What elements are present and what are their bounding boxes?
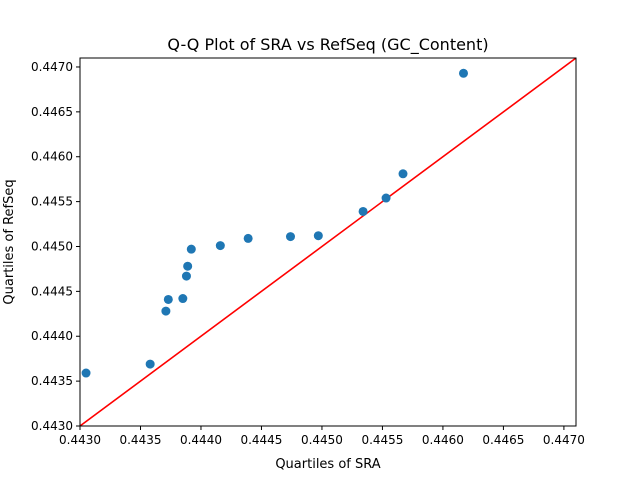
data-point (358, 206, 368, 216)
y-tick-label: 0.4450 (31, 239, 73, 253)
data-point (181, 271, 191, 281)
x-tick-label: 0.4465 (482, 433, 524, 447)
data-point (81, 368, 91, 378)
data-point (313, 231, 323, 241)
x-tick-label: 0.4435 (119, 433, 161, 447)
y-tick-label: 0.4445 (31, 284, 73, 298)
y-tick-label: 0.4460 (31, 150, 73, 164)
data-point (215, 241, 225, 251)
x-tick-label: 0.4470 (543, 433, 585, 447)
y-tick-label: 0.4430 (31, 419, 73, 433)
x-tick-label: 0.4430 (59, 433, 101, 447)
x-axis-label: Quartiles of SRA (275, 457, 380, 472)
y-tick-label: 0.4440 (31, 329, 73, 343)
x-tick-label: 0.4450 (301, 433, 343, 447)
data-point (398, 169, 408, 179)
x-tick-label: 0.4445 (240, 433, 282, 447)
x-tick-label: 0.4460 (422, 433, 464, 447)
reference-line (80, 58, 576, 426)
y-tick-label: 0.4455 (31, 195, 73, 209)
data-point (178, 294, 188, 304)
plot-area: 0.4430 0.4435 0.4440 0.4445 0.4450 0.4455 0.44… (31, 58, 585, 447)
data-point (163, 294, 173, 304)
data-point (161, 306, 171, 316)
plot-frame (79, 57, 577, 427)
data-point (458, 68, 468, 78)
data-point (183, 261, 193, 271)
x-tick-label: 0.4440 (180, 433, 222, 447)
y-axis-label: Quartiles of RefSeq (2, 179, 17, 304)
data-point (145, 359, 155, 369)
chart-title: Q-Q Plot of SRA vs RefSeq (GC_Content) (167, 35, 488, 55)
data-point (243, 233, 253, 243)
data-point (186, 244, 196, 254)
data-point (381, 193, 391, 203)
data-point (285, 232, 295, 242)
y-tick-label: 0.4435 (31, 374, 73, 388)
y-tick-label: 0.4470 (31, 60, 73, 74)
y-tick-label: 0.4465 (31, 105, 73, 119)
x-tick-label: 0.4455 (361, 433, 403, 447)
